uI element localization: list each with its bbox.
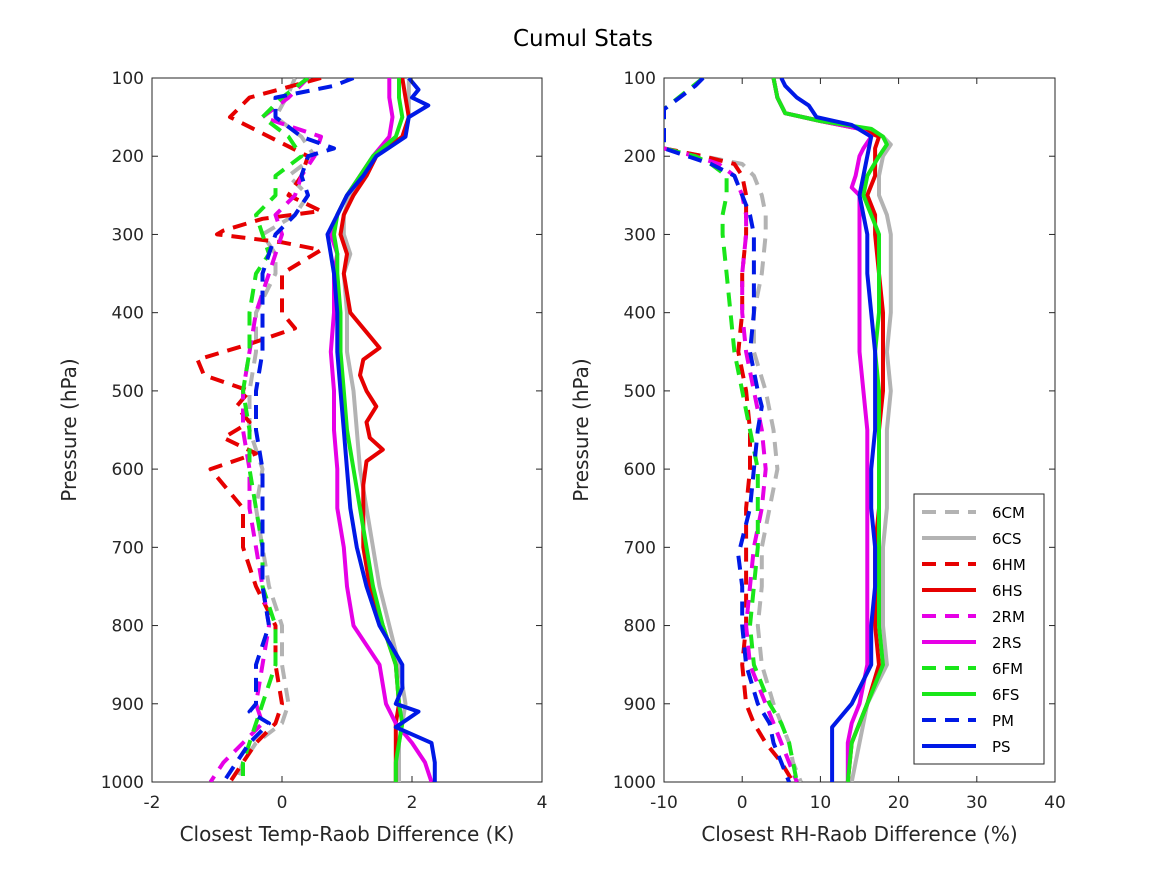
- rh-ytick-label: 800: [624, 617, 656, 637]
- rh-ytick-label: 200: [624, 147, 656, 167]
- temp-series-6fm: [241, 78, 310, 782]
- rh-ylabel: Pressure (hPa): [569, 358, 593, 501]
- legend-label-6fm: 6FM: [992, 660, 1023, 678]
- temp-ytick-label: 400: [112, 304, 144, 324]
- rh-xtick-label: 30: [966, 793, 988, 813]
- legend-label-6cs: 6CS: [992, 530, 1022, 548]
- temp-xlabel: Closest Temp-Raob Difference (K): [180, 822, 515, 846]
- temp-ytick-label: 800: [112, 617, 144, 637]
- temp-series-ps: [325, 78, 437, 782]
- rh-ytick-label: 500: [624, 382, 656, 402]
- legend-label-6cm: 6CM: [992, 504, 1025, 522]
- temp-ytick-label: 600: [112, 460, 144, 480]
- temp-ytick-label: 300: [112, 225, 144, 245]
- temp-ytick-label: 700: [112, 538, 144, 558]
- legend: 6CM 6CS 6HM 6HS 2RM 2RS 6FM 6FS PM PS: [913, 493, 1045, 765]
- temp-ytick-label: 1000: [101, 773, 144, 793]
- temp-ylabel: Pressure (hPa): [57, 358, 81, 501]
- rh-ytick-label: 100: [624, 69, 656, 89]
- rh-ytick-label: 300: [624, 225, 656, 245]
- temp-ytick-label: 900: [112, 695, 144, 715]
- temp-xtick-label: -2: [144, 793, 161, 813]
- temp-xtick-label: 0: [277, 793, 288, 813]
- rh-xtick-label: -10: [650, 793, 678, 813]
- legend-label-6fs: 6FS: [992, 686, 1019, 704]
- legend-label-6hs: 6HS: [992, 582, 1022, 600]
- rh-ytick-label: 600: [624, 460, 656, 480]
- rh-ytick-label: 700: [624, 538, 656, 558]
- rh-xtick-label: 20: [888, 793, 910, 813]
- rh-xtick-label: 0: [737, 793, 748, 813]
- rh-ytick-label: 1000: [613, 773, 656, 793]
- temp-xtick-label: 4: [537, 793, 548, 813]
- legend-label-ps: PS: [992, 738, 1011, 756]
- rh-xtick-label: 10: [810, 793, 832, 813]
- rh-series-ps: [779, 78, 878, 782]
- rh-ytick-label: 400: [624, 304, 656, 324]
- legend-label-6hm: 6HM: [992, 556, 1026, 574]
- rh-series-6fs: [771, 78, 889, 782]
- legend-label-2rm: 2RM: [992, 608, 1025, 626]
- rh-ytick-label: 900: [624, 695, 656, 715]
- figure-title: Cumul Stats: [513, 26, 653, 52]
- legend-label-2rs: 2RS: [992, 634, 1022, 652]
- temp-xtick-label: 2: [407, 793, 418, 813]
- rh-series-6hm: [664, 146, 795, 782]
- temp-series-pm: [221, 78, 355, 782]
- legend-label-pm: PM: [992, 712, 1014, 730]
- legend-box: [913, 493, 1045, 765]
- rh-series-2rm: [664, 146, 799, 782]
- temp-ytick-label: 200: [112, 147, 144, 167]
- temp-series-2rm: [208, 78, 323, 782]
- temp-ytick-label: 100: [112, 69, 144, 89]
- rh-xlabel: Closest RH-Raob Difference (%): [701, 822, 1017, 846]
- rh-xtick-label: 40: [1044, 793, 1066, 813]
- temp-panel: -2 0 2 4 100 200 300 400 500 600 700 800 900 1000 Clos…: [57, 69, 547, 846]
- temp-ytick-label: 500: [112, 382, 144, 402]
- rh-series-pm: [664, 78, 791, 782]
